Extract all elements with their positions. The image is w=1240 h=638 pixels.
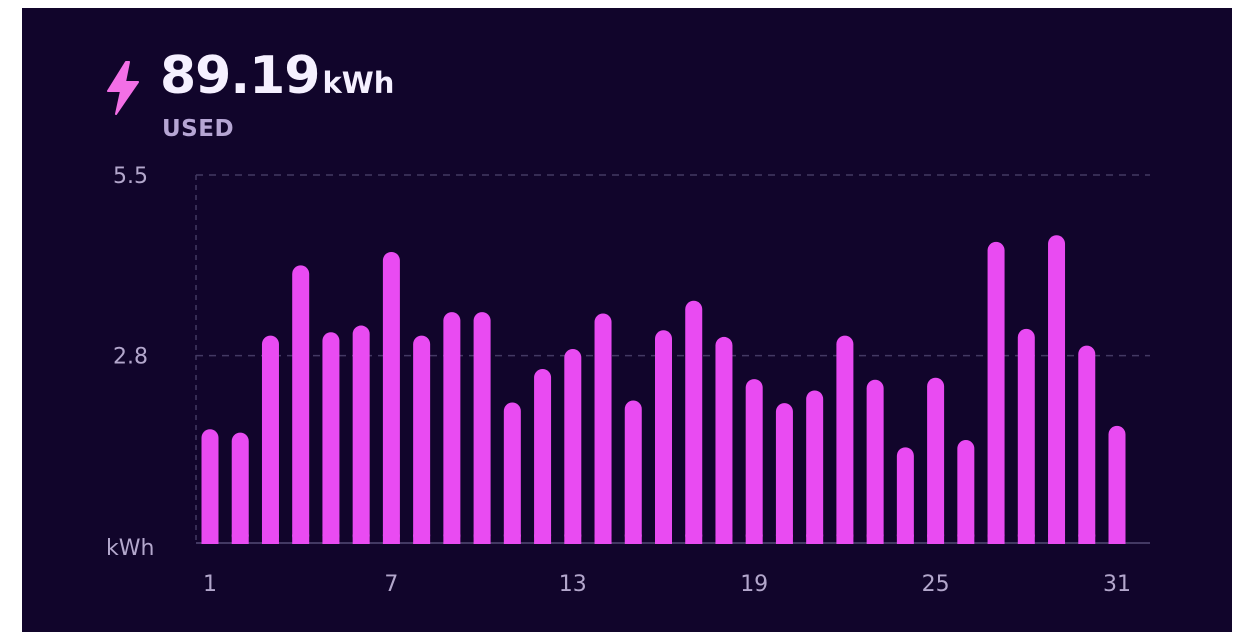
bar-day-30 [1078, 345, 1096, 544]
bar-day-29 [1048, 235, 1066, 544]
bar-day-31 [1108, 425, 1126, 544]
bar-base-day-22 [836, 534, 854, 544]
bar-base-day-19 [745, 534, 763, 544]
bar-base-day-12 [534, 534, 552, 544]
bar-base-day-29 [1048, 534, 1066, 544]
bar-base-day-6 [352, 534, 370, 544]
bar-base-day-8 [413, 534, 431, 544]
bar-base-day-30 [1078, 534, 1096, 544]
bar-day-8 [413, 335, 431, 544]
bar-base-day-4 [292, 534, 310, 544]
bar-base-day-26 [957, 534, 975, 544]
x-tick-label: 13 [559, 572, 587, 597]
bar-base-day-2 [231, 534, 249, 544]
bar-base-day-31 [1108, 534, 1126, 544]
bar-day-10 [473, 312, 491, 544]
usage-value: 89.19 [160, 46, 320, 106]
bar-day-20 [775, 403, 793, 544]
bar-base-day-10 [473, 534, 491, 544]
bar-base-day-14 [594, 534, 612, 544]
bar-day-23 [866, 379, 884, 544]
bar-day-6 [352, 325, 370, 544]
bar-base-day-11 [503, 534, 521, 544]
bar-day-18 [715, 336, 733, 544]
bar-base-day-27 [987, 534, 1005, 544]
x-tick-label: 19 [740, 572, 768, 597]
bar-day-7 [382, 251, 400, 545]
y-tick-label: 5.5 [113, 164, 148, 189]
x-tick-label: 25 [922, 572, 950, 597]
bar-base-day-24 [896, 534, 914, 544]
bar-day-14 [594, 313, 612, 544]
y-tick-label: 2.8 [113, 345, 148, 370]
bar-day-13 [564, 348, 582, 544]
bar-base-day-5 [322, 534, 340, 544]
bar-base-day-15 [624, 534, 642, 544]
x-tick-label: 1 [203, 572, 217, 597]
bar-day-1 [201, 429, 219, 544]
bar-day-2 [231, 432, 249, 544]
usage-label: USED [162, 116, 235, 142]
bar-base-day-28 [1017, 534, 1035, 544]
bar-day-11 [503, 402, 521, 544]
bar-day-22 [836, 335, 854, 544]
bar-day-24 [896, 447, 914, 544]
bar-base-day-21 [806, 534, 824, 544]
x-tick-label: 31 [1103, 572, 1131, 597]
bar-base-day-13 [564, 534, 582, 544]
bar-base-day-17 [685, 534, 703, 544]
bar-day-3 [261, 335, 279, 544]
lightning-bolt-icon [107, 61, 139, 115]
bar-day-5 [322, 332, 340, 544]
bar-day-26 [957, 439, 975, 544]
bar-base-day-1 [201, 534, 219, 544]
bar-day-28 [1017, 328, 1035, 544]
energy-usage-panel: 89.19 kWh USED 5.5 2.8 kWh 1 7 13 19 25 31 [22, 8, 1232, 632]
bar-base-day-23 [866, 534, 884, 544]
bar-day-15 [624, 400, 642, 544]
bar-base-day-20 [775, 534, 793, 544]
bar-day-9 [443, 312, 461, 544]
usage-total: 89.19 kWh [160, 46, 394, 106]
daily-usage-bar-chart: 5.5 2.8 kWh 1 7 13 19 25 31 [106, 164, 1150, 597]
bar-base-day-18 [715, 534, 733, 544]
bar-day-21 [806, 390, 824, 544]
bar-base-day-16 [655, 534, 672, 544]
usage-unit: kWh [322, 66, 395, 100]
bar-base-day-3 [261, 534, 279, 544]
bar-day-27 [987, 241, 1005, 544]
bar-base-day-9 [443, 534, 461, 544]
bar-day-17 [685, 300, 703, 544]
bar-base-day-25 [927, 534, 945, 544]
bar-day-4 [292, 265, 310, 544]
x-tick-label: 7 [384, 572, 398, 597]
bar-day-12 [534, 369, 552, 544]
bar-day-19 [745, 379, 763, 544]
bar-base-day-7 [382, 534, 400, 544]
y-axis-unit-label: kWh [106, 536, 154, 561]
bar-day-25 [927, 377, 945, 544]
bar-day-16 [655, 330, 672, 544]
